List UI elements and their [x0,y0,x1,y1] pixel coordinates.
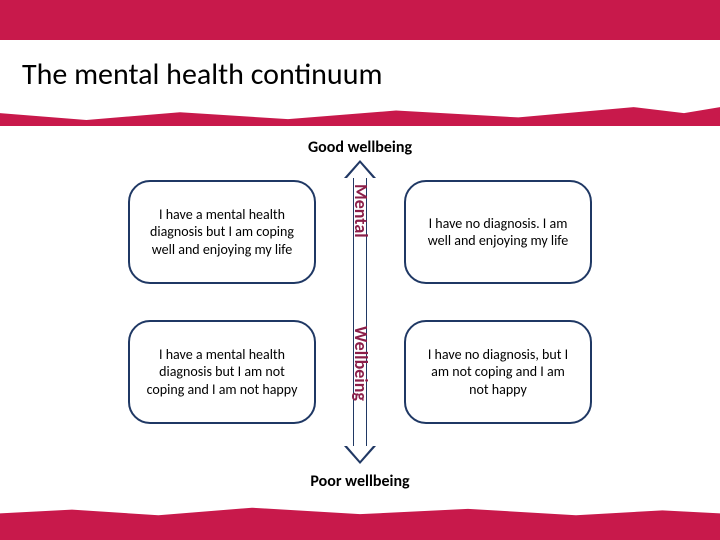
quadrant-bottom-right: I have no diagnosis, but I am not coping… [404,320,592,424]
slide-container: The mental health continuum Good wellbei… [0,0,720,540]
vertical-axis-arrow: Mental Wellbeing [344,160,376,464]
footer-band [0,502,720,540]
axis-top-label: Good wellbeing [0,138,720,157]
axis-vertical-upper-label: Mental [350,184,372,238]
quadrant-bottom-left: I have a mental health diagnosis but I a… [128,320,316,424]
page-title: The mental health continuum [22,56,382,93]
quadrant-top-right-text: I have no diagnosis. I am well and enjoy… [420,215,576,250]
arrow-head-down-fill [347,446,373,461]
arrow-head-up-fill [347,163,373,178]
quadrant-top-left-text: I have a mental health diagnosis but I a… [144,206,300,259]
quadrant-bottom-left-text: I have a mental health diagnosis but I a… [144,346,300,399]
axis-vertical-lower-label: Wellbeing [350,326,372,401]
quadrant-top-right: I have no diagnosis. I am well and enjoy… [404,180,592,284]
quadrant-top-left: I have a mental health diagnosis but I a… [128,180,316,284]
quadrant-bottom-right-text: I have no diagnosis, but I am not coping… [420,346,576,399]
axis-bottom-label: Poor wellbeing [0,472,720,491]
